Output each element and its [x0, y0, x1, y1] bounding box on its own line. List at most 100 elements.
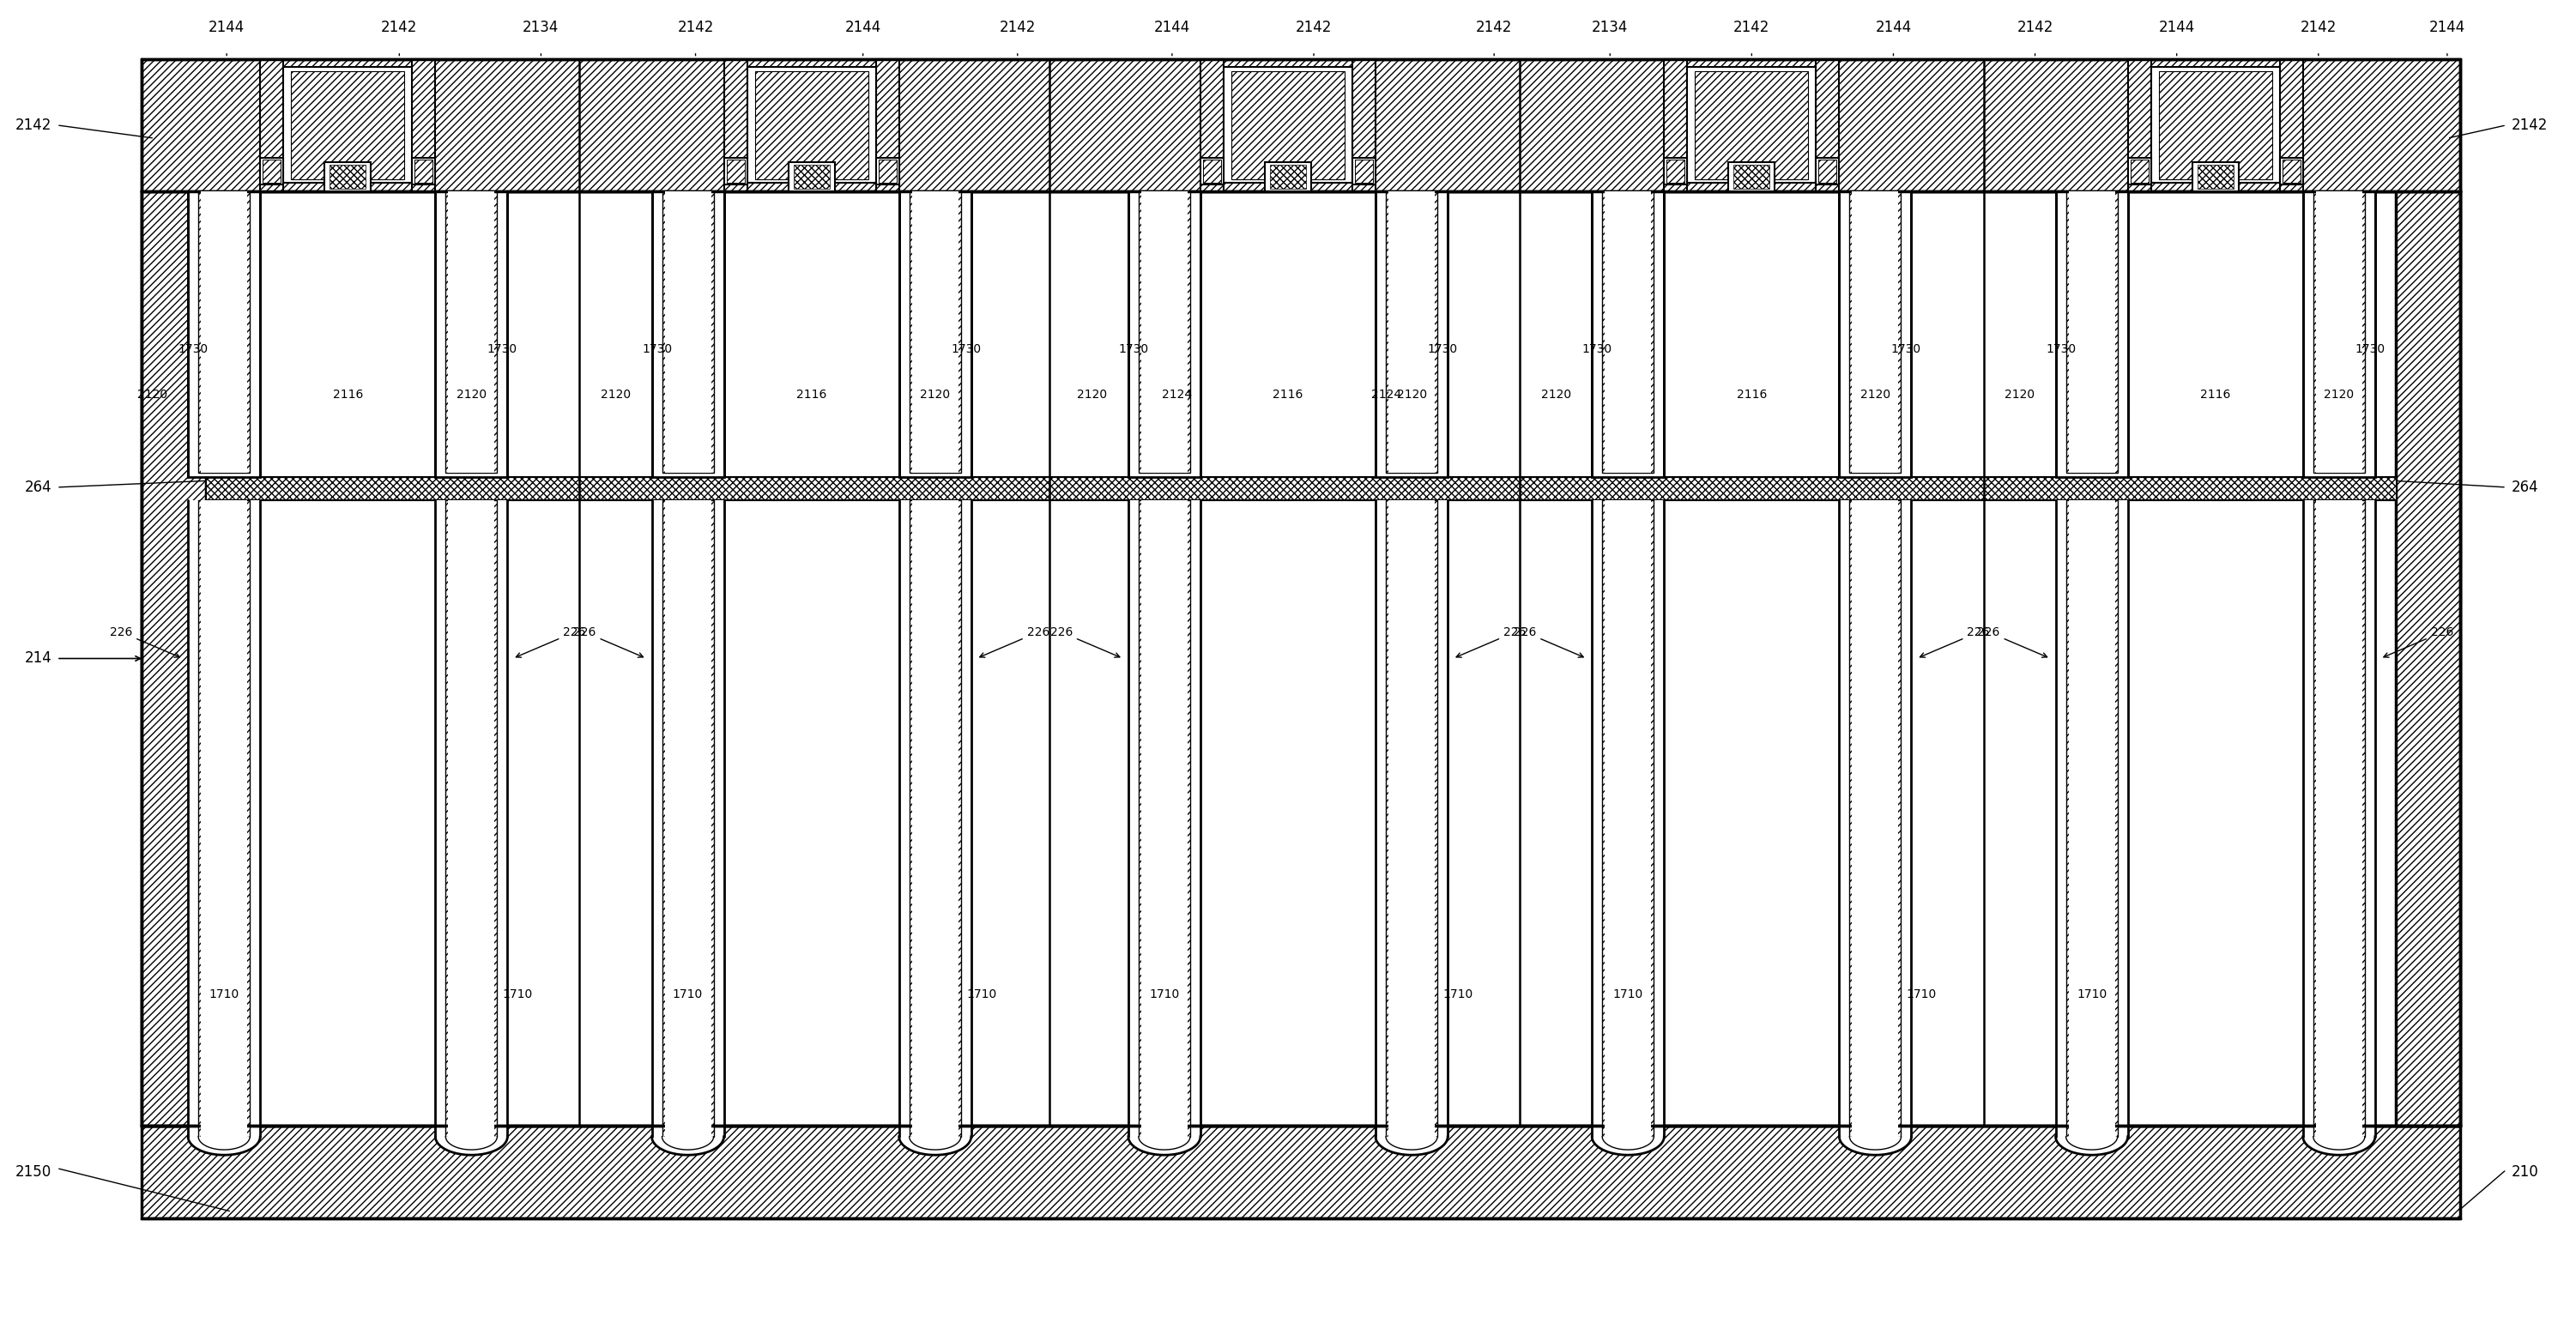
Bar	[260, 59, 283, 191]
Bar	[283, 67, 412, 183]
Bar	[330, 165, 366, 188]
Text: 2144: 2144	[2159, 20, 2195, 36]
Bar	[1139, 191, 1190, 473]
Text: 1730: 1730	[1427, 342, 1458, 356]
Text: 226: 226	[1515, 626, 1584, 657]
Text: 2124: 2124	[1162, 389, 1193, 402]
Bar	[291, 71, 404, 179]
Bar	[1592, 191, 1664, 477]
Text: 1710: 1710	[672, 988, 703, 1001]
Text: 226: 226	[574, 626, 644, 657]
Bar	[412, 158, 435, 184]
Text: 2142: 2142	[2512, 117, 2548, 133]
Text: 2116: 2116	[796, 389, 827, 402]
Bar	[1386, 191, 1437, 473]
Text: 1710: 1710	[1613, 988, 1643, 1001]
Bar	[2282, 159, 2300, 183]
Polygon shape	[2303, 1137, 2375, 1155]
Text: 2120: 2120	[2324, 389, 2354, 402]
Text: 264: 264	[2512, 479, 2540, 495]
Bar	[1200, 158, 1224, 184]
Bar	[1816, 158, 1839, 184]
Text: 226: 226	[1051, 626, 1121, 657]
Bar	[1819, 159, 1837, 183]
Text: 226: 226	[979, 626, 1048, 657]
Bar	[2066, 500, 2117, 1137]
Bar	[899, 191, 971, 477]
Bar	[2056, 191, 2128, 477]
Text: 1730: 1730	[641, 342, 672, 356]
Text: 2116: 2116	[332, 389, 363, 402]
Bar	[1695, 71, 1808, 179]
Polygon shape	[1850, 1137, 1901, 1150]
Text: 1730: 1730	[2354, 342, 2385, 356]
Bar	[652, 500, 724, 1137]
Text: 2142: 2142	[2017, 20, 2053, 36]
Text: 2142: 2142	[677, 20, 714, 36]
Bar	[1602, 500, 1654, 1137]
Bar	[1128, 191, 1200, 477]
Text: 2120: 2120	[137, 389, 167, 402]
Text: 2142: 2142	[1296, 20, 1332, 36]
Text: 1710: 1710	[1443, 988, 1473, 1001]
Text: 1710: 1710	[209, 988, 240, 1001]
Text: 1730: 1730	[487, 342, 518, 356]
Bar	[1231, 71, 1345, 179]
Polygon shape	[1602, 1137, 1654, 1150]
Text: 2144: 2144	[1875, 20, 1911, 36]
Text: 2142: 2142	[381, 20, 417, 36]
Bar	[726, 159, 744, 183]
Bar	[2303, 500, 2375, 1137]
Bar	[206, 477, 2396, 500]
Bar	[415, 159, 433, 183]
Text: 2120: 2120	[456, 389, 487, 402]
Text: 210: 210	[2512, 1164, 2540, 1180]
Polygon shape	[435, 1137, 507, 1155]
Bar	[1352, 59, 1376, 191]
Bar	[198, 500, 250, 1137]
Text: 2116: 2116	[1273, 389, 1303, 402]
Text: 2116: 2116	[1736, 389, 1767, 402]
Bar	[2280, 158, 2303, 184]
Bar	[1602, 191, 1654, 473]
Bar	[198, 191, 250, 473]
Bar	[788, 162, 835, 191]
Bar	[2066, 191, 2117, 473]
Polygon shape	[899, 1137, 971, 1155]
Bar	[201, 500, 247, 1137]
Bar	[2151, 67, 2280, 183]
Polygon shape	[188, 1137, 260, 1155]
Bar	[1203, 159, 1221, 183]
Polygon shape	[198, 1137, 250, 1150]
Text: 2144: 2144	[209, 20, 245, 36]
Text: 214: 214	[23, 651, 52, 666]
Text: 2120: 2120	[1540, 389, 1571, 402]
Bar	[2280, 59, 2303, 191]
Text: 1730: 1730	[2045, 342, 2076, 356]
Text: 2120: 2120	[2004, 389, 2035, 402]
Bar	[909, 500, 961, 1137]
Text: 226: 226	[1978, 626, 2048, 657]
Bar	[1850, 191, 1901, 473]
Bar	[878, 159, 896, 183]
Bar	[912, 500, 958, 1137]
Bar	[1839, 500, 1911, 1137]
Bar	[2313, 500, 2365, 1137]
Bar	[1734, 165, 1770, 188]
Bar	[201, 191, 247, 473]
Bar	[662, 500, 714, 1137]
Bar	[1376, 500, 1448, 1137]
Text: 1710: 1710	[502, 988, 533, 1001]
Bar	[142, 1126, 2460, 1218]
Polygon shape	[1139, 1137, 1190, 1150]
Bar	[1141, 191, 1188, 473]
Bar	[412, 59, 435, 191]
Bar	[662, 191, 714, 473]
Text: 2142: 2142	[15, 117, 52, 133]
Bar	[1388, 191, 1435, 473]
Text: 2142: 2142	[2300, 20, 2336, 36]
Bar	[2303, 191, 2375, 477]
Text: 264: 264	[23, 479, 52, 495]
Bar	[446, 500, 497, 1137]
Bar	[793, 165, 829, 188]
